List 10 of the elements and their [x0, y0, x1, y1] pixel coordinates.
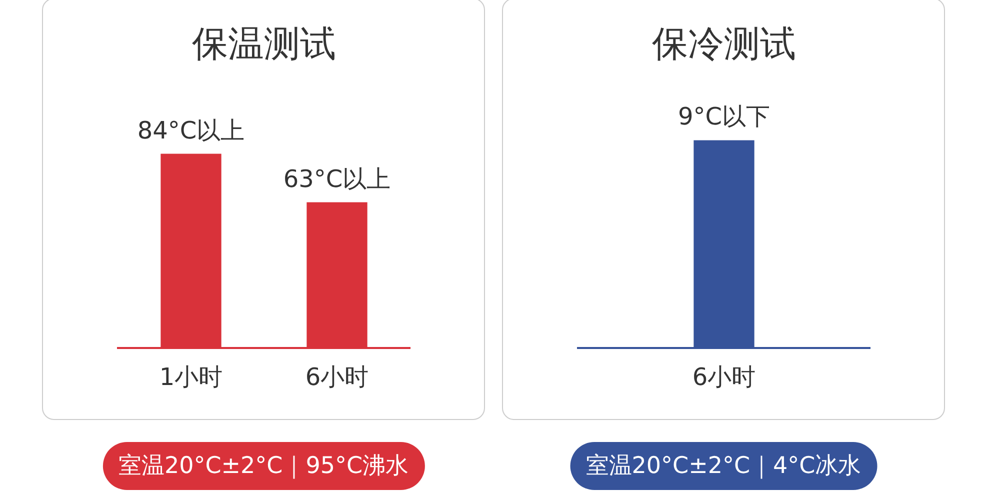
x-tick-label: 1小时: [159, 362, 223, 391]
data-label: 9°C以下: [678, 102, 770, 130]
x-tick-label: 6小时: [305, 362, 369, 391]
x-tick-label: 6小时: [692, 362, 756, 391]
data-label: 63°C以上: [283, 164, 391, 193]
text: 室温20°C±2°C｜4°C冰水: [570, 442, 878, 490]
chart-title: 保温测试: [192, 24, 336, 65]
text: 室温20°C±2°C｜95°C沸水: [102, 442, 425, 490]
chart-title: 保冷测试: [652, 24, 796, 65]
data-label: 84°C以上: [137, 116, 245, 144]
